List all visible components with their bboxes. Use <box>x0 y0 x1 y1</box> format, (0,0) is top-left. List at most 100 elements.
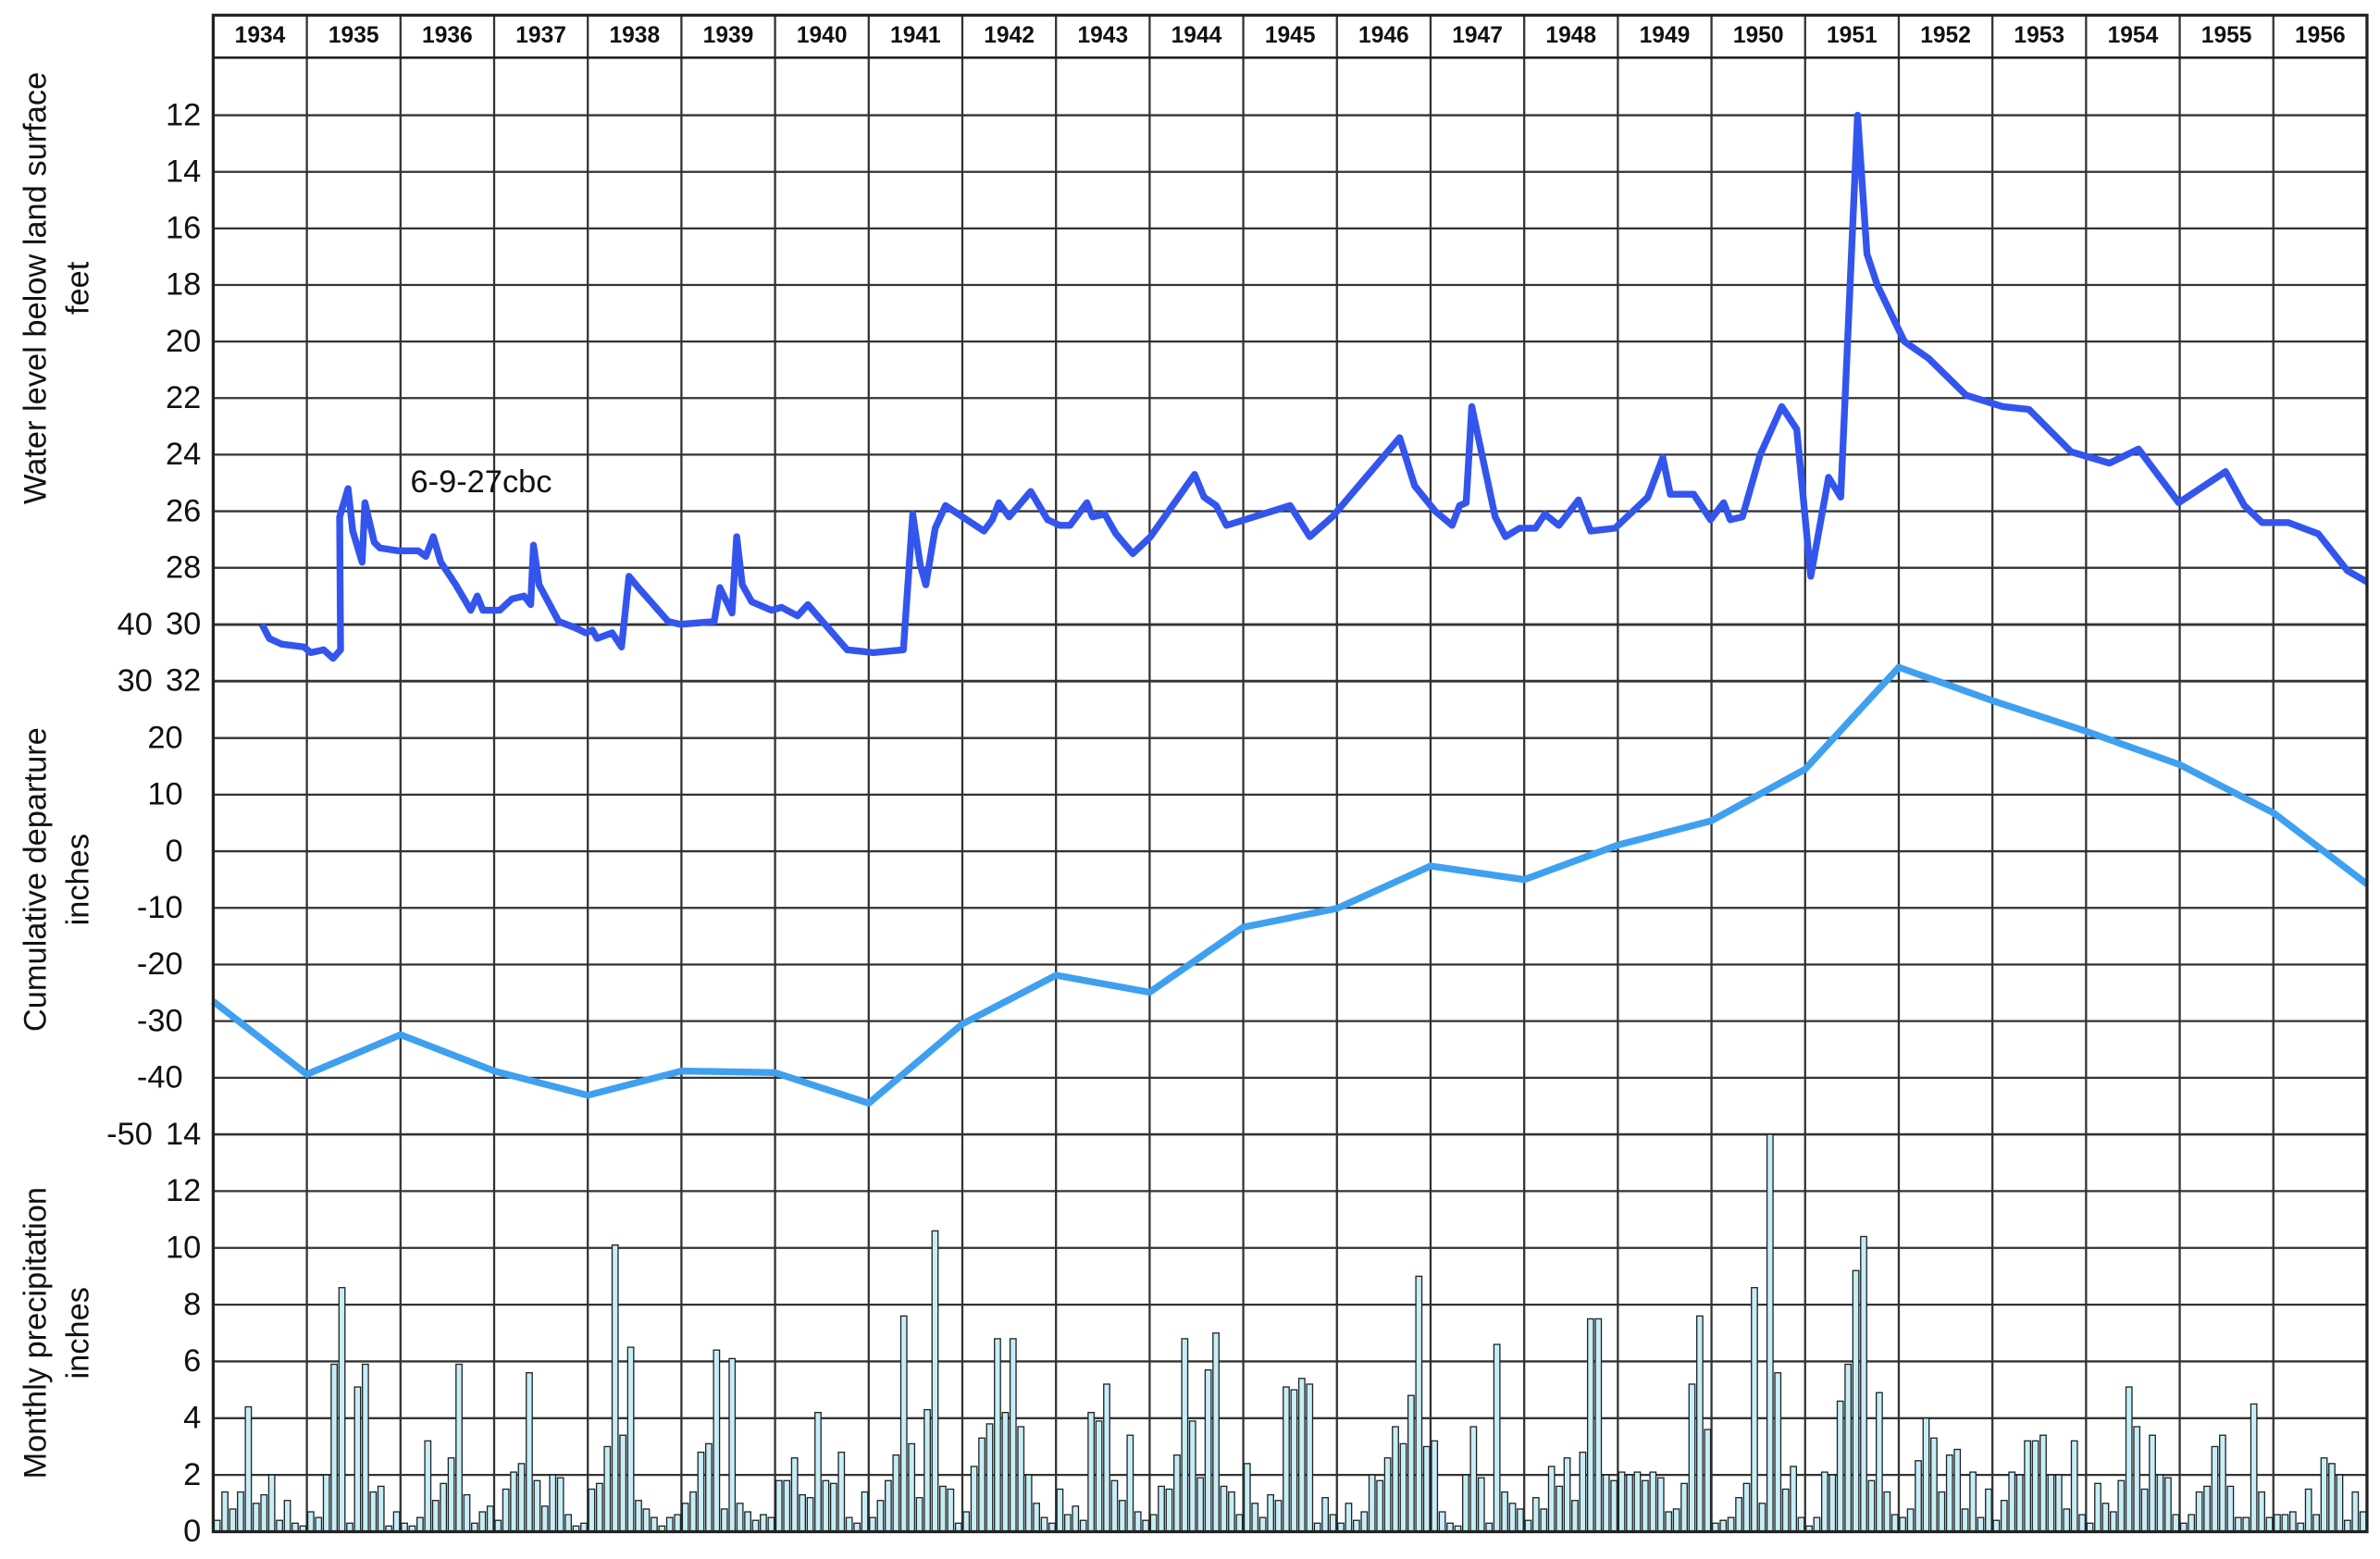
bar <box>2242 1516 2250 1533</box>
bar <box>2078 1514 2087 1533</box>
bar <box>1087 1412 1096 1533</box>
x-tick-label: 1935 <box>328 23 379 48</box>
bar <box>1860 1235 1867 1533</box>
bar <box>713 1349 721 1533</box>
y-tick-label: 30 <box>166 607 201 642</box>
bar <box>1742 1482 1751 1533</box>
bar <box>1399 1442 1407 1533</box>
bar <box>1969 1471 1977 1533</box>
bar <box>2164 1477 2172 1533</box>
bar <box>2000 1500 2008 1533</box>
bar <box>744 1511 751 1533</box>
bar <box>338 1287 346 1533</box>
y-tick-label: 6 <box>183 1343 201 1379</box>
bar <box>1875 1392 1883 1533</box>
bar <box>1790 1466 1798 1533</box>
bar <box>829 1482 837 1533</box>
bar <box>1392 1426 1399 1533</box>
bar <box>1961 1508 1969 1533</box>
bar <box>1267 1493 1274 1533</box>
bar <box>1735 1497 1742 1533</box>
bar <box>1665 1511 1673 1533</box>
y-tick-label: 24 <box>166 437 201 472</box>
bar <box>962 1511 971 1533</box>
bar <box>369 1491 378 1533</box>
bar <box>2149 1434 2156 1533</box>
bar <box>595 1482 603 1533</box>
bar <box>1258 1516 1267 1533</box>
bar <box>1610 1479 1618 1533</box>
bar <box>1290 1389 1298 1533</box>
bar <box>681 1503 689 1533</box>
bar <box>1243 1463 1251 1533</box>
bar <box>978 1437 985 1533</box>
y-tick-label: -30 <box>137 1003 183 1038</box>
labels: 1934 1935 1936 1937 1938 1939 1940 1941 1942 1943… <box>18 23 2345 1549</box>
bar <box>494 1519 502 1533</box>
bar <box>2117 1479 2126 1533</box>
bar <box>2250 1403 2258 1533</box>
bar <box>478 1511 487 1533</box>
bar <box>736 1503 744 1533</box>
bar <box>720 1508 728 1533</box>
bar <box>923 1408 931 1533</box>
bar <box>2172 1514 2180 1533</box>
bar <box>1477 1477 1485 1533</box>
bar <box>1188 1420 1196 1533</box>
bar <box>1899 1516 1907 1533</box>
bar <box>767 1516 775 1533</box>
bar <box>2070 1440 2078 1533</box>
bar <box>1024 1474 1033 1533</box>
bar <box>994 1338 1001 1533</box>
x-tick-label: 1934 <box>235 23 286 48</box>
bar <box>869 1516 876 1533</box>
x-tick-label: 1947 <box>1452 23 1503 48</box>
bar <box>1118 1500 1126 1533</box>
x-tick-label: 1938 <box>609 23 660 48</box>
bar <box>1297 1378 1306 1533</box>
bar <box>1142 1519 1150 1533</box>
y-axis-label: inches <box>60 1287 95 1379</box>
bar <box>1009 1338 1017 1533</box>
y-tick-label: -50 <box>106 1117 153 1152</box>
bar <box>2219 1434 2226 1533</box>
bar <box>814 1412 822 1533</box>
bar <box>1977 1516 1985 1533</box>
bar <box>1938 1491 1946 1533</box>
bar <box>1095 1420 1103 1533</box>
bar <box>947 1488 955 1533</box>
bar <box>455 1363 463 1533</box>
bar <box>267 1474 276 1533</box>
bar <box>2195 1491 2203 1533</box>
bar <box>2047 1474 2055 1533</box>
y-tick-label: -40 <box>137 1060 183 1095</box>
bar <box>1531 1497 1540 1533</box>
bar <box>2156 1474 2164 1533</box>
bar <box>845 1516 853 1533</box>
bar <box>1321 1497 1330 1533</box>
bar <box>1883 1491 1891 1533</box>
bar <box>1641 1479 1649 1533</box>
bar <box>1407 1394 1415 1533</box>
bar <box>619 1434 627 1533</box>
bar <box>931 1230 939 1533</box>
bar <box>2234 1516 2242 1533</box>
bar <box>1283 1386 1290 1533</box>
bar <box>1524 1519 1532 1533</box>
bar <box>1594 1318 1603 1533</box>
bar <box>1992 1519 2001 1533</box>
bar <box>2039 1434 2047 1533</box>
bar <box>1626 1474 1633 1533</box>
bar <box>1618 1471 1626 1533</box>
bar <box>440 1482 448 1533</box>
bar <box>1274 1500 1283 1533</box>
y-axis-label: Water level below land surface <box>18 72 53 504</box>
y-tick-label: 20 <box>166 324 201 359</box>
bar <box>1462 1474 1469 1533</box>
bar <box>1212 1332 1220 1533</box>
bar <box>2211 1445 2219 1533</box>
x-tick-label: 1940 <box>797 23 848 48</box>
x-tick-label: 1951 <box>1827 23 1878 48</box>
bar <box>985 1423 994 1533</box>
